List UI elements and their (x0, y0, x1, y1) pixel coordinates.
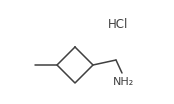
Text: HCl: HCl (108, 18, 128, 31)
Text: NH₂: NH₂ (113, 77, 135, 87)
